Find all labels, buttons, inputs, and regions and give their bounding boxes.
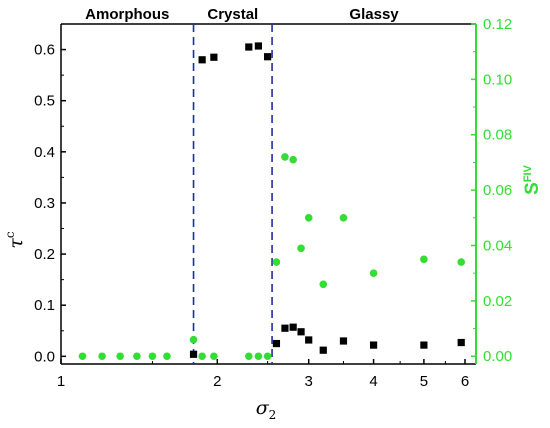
x-tick-label: 5 xyxy=(420,373,428,390)
x-axis: 1 2 3 4 5 6 xyxy=(57,359,469,390)
y-right-tick-label: 0.02 xyxy=(483,293,512,310)
sfiv-point xyxy=(133,352,141,361)
sfiv-point xyxy=(304,214,313,222)
sfiv-point xyxy=(319,280,328,289)
region-label: Amorphous xyxy=(85,6,169,23)
tau-c-point xyxy=(319,346,327,354)
tau-c-point xyxy=(420,341,428,349)
y-left-tick-label: 0.5 xyxy=(34,93,55,110)
region-labels: Amorphous Crystal Glassy xyxy=(85,6,399,23)
y-right-axis-label: S xyxy=(522,182,543,195)
tau-c-point xyxy=(297,328,305,336)
y-right-axis-title: SFIV xyxy=(522,164,543,194)
tau-c-point xyxy=(189,350,198,358)
sfiv-point xyxy=(245,352,253,361)
x-tick-label: 2 xyxy=(213,373,221,390)
tau-c-point xyxy=(245,43,253,51)
x-tick-label: 4 xyxy=(369,373,377,390)
y-left-tick-label: 0.0 xyxy=(34,348,55,365)
sfiv-point xyxy=(289,155,297,164)
sfiv-point xyxy=(369,269,378,277)
sfiv-point xyxy=(272,258,281,266)
sfiv-point xyxy=(198,352,206,361)
tau-c-point xyxy=(281,324,289,332)
sfiv-point xyxy=(148,352,157,361)
y-left-axis-label-sup: c xyxy=(3,231,17,238)
y-right-tick-label: 0.08 xyxy=(483,127,512,144)
sfiv-point xyxy=(263,352,272,361)
sfiv-point xyxy=(420,255,428,264)
sfiv-point xyxy=(189,335,198,344)
region-dividers xyxy=(192,24,273,364)
data-series xyxy=(78,42,466,361)
sfiv-point xyxy=(78,352,87,361)
y-left-tick-label: 0.1 xyxy=(34,297,55,314)
tau-c-point xyxy=(198,56,206,64)
y-right-tick-label: 0.04 xyxy=(483,237,512,254)
y-left-tick-label: 0.3 xyxy=(34,195,55,212)
tau-c-point xyxy=(210,53,218,61)
sfiv-point xyxy=(98,352,106,361)
x-axis-title: σ2 xyxy=(256,397,277,422)
y-right-tick-label: 0.12 xyxy=(483,16,512,33)
sfiv-point xyxy=(163,352,171,361)
sfiv-point xyxy=(210,352,218,361)
tau-c-point xyxy=(339,337,348,345)
sfiv-point xyxy=(254,352,263,361)
tau-c-point xyxy=(264,53,272,61)
y-left-tick-label: 0.6 xyxy=(34,42,55,59)
tau-c-point xyxy=(289,323,297,331)
left-y-axis: 0.0 0.1 0.2 0.3 0.4 0.5 0.6 xyxy=(34,23,66,365)
x-tick-label: 6 xyxy=(461,373,469,390)
x-tick-label: 3 xyxy=(305,373,313,390)
tau-c-point xyxy=(254,42,262,50)
x-axis-label-sub: 2 xyxy=(269,408,277,422)
sfiv-point xyxy=(339,214,348,222)
region-label: Glassy xyxy=(349,6,399,23)
y-right-tick-label: 0.00 xyxy=(483,348,512,365)
sfiv-point xyxy=(281,153,289,161)
sfiv-point xyxy=(297,244,305,253)
y-left-axis-label: τ xyxy=(5,238,27,249)
sfiv-point xyxy=(116,352,124,361)
tau-c-point xyxy=(369,341,378,349)
x-tick-label: 1 xyxy=(57,373,65,390)
y-right-tick-label: 0.06 xyxy=(483,182,512,199)
tau-c-point xyxy=(305,336,313,344)
y-right-tick-label: 0.10 xyxy=(483,71,512,88)
y-left-tick-label: 0.4 xyxy=(34,144,55,161)
tau-c-point xyxy=(457,338,465,347)
right-y-axis: 0.00 0.02 0.04 0.06 0.08 0.10 0.12 xyxy=(471,16,512,365)
tau-c-point xyxy=(272,339,281,348)
y-left-axis-title: τc xyxy=(3,231,27,249)
y-left-tick-label: 0.2 xyxy=(34,246,55,263)
sfiv-point xyxy=(457,258,466,266)
x-axis-label: σ xyxy=(256,397,270,419)
y-right-axis-label-sup: FIV xyxy=(522,164,534,182)
region-label: Crystal xyxy=(207,6,258,23)
plot-area xyxy=(60,23,477,365)
